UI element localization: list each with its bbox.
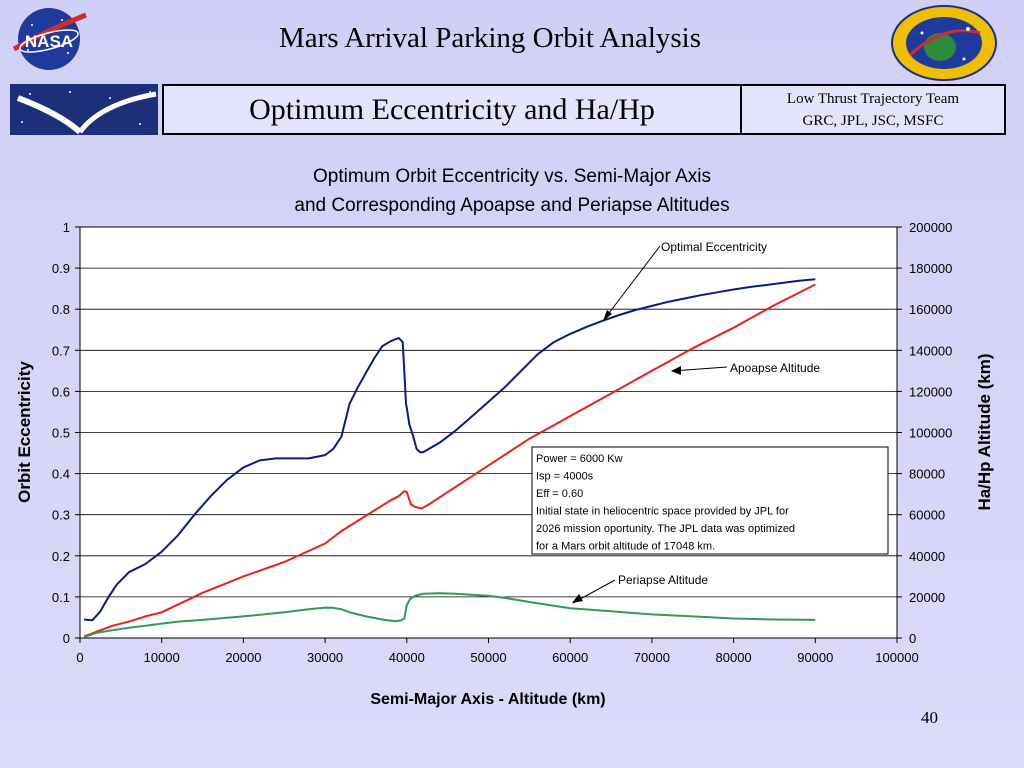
ecc-annotation-label: Optimal Eccentricity	[661, 240, 767, 254]
info-line: Eff = 0.60	[536, 488, 583, 500]
x-tick-label: 10000	[144, 650, 180, 665]
y-tick-label: 0.2	[52, 549, 70, 564]
y-tick-label: 0.6	[52, 384, 70, 399]
slide-subtitle: Optimum Eccentricity and Ha/Hp	[164, 86, 742, 133]
ecc-callout-arrow	[603, 310, 612, 321]
info-line: Power = 6000 Kw	[536, 453, 623, 465]
y2-tick-label: 100000	[909, 426, 952, 441]
apo-callout-arrow	[671, 366, 681, 375]
team-line-2: GRC, JPL, JSC, MSFC	[802, 112, 944, 129]
y2-tick-label: 60000	[909, 508, 945, 523]
y2-axis-label: Ha/Hp Altitude (km)	[975, 353, 994, 510]
info-box	[531, 446, 889, 555]
team-credit: Low Thrust Trajectory Team GRC, JPL, JSC…	[742, 86, 1004, 133]
y-tick-label: 0	[63, 631, 70, 646]
peri-annotation-label: Periapse Altitude	[618, 573, 708, 587]
svg-text:NASA: NASA	[25, 32, 73, 51]
y2-tick-label: 140000	[909, 343, 952, 358]
x-tick-label: 90000	[797, 650, 833, 665]
y2-tick-label: 200000	[909, 220, 952, 235]
x-tick-label: 20000	[225, 650, 261, 665]
y2-tick-label: 180000	[909, 261, 952, 276]
y2-tick-label: 80000	[909, 467, 945, 482]
x-tick-label: 80000	[716, 650, 752, 665]
y-axis-ticks: 0 0.1 0.2 0.3 0.4 0.5 0.6 0.7 0.8 0.9 1	[52, 220, 80, 646]
y2-tick-label: 160000	[909, 302, 952, 317]
ecc-callout-line	[602, 245, 661, 322]
x-tick-label: 100000	[875, 650, 918, 665]
y-axis-label: Orbit Eccentricity	[15, 361, 34, 503]
banner-image	[10, 84, 158, 135]
y-tick-label: 0.5	[52, 426, 70, 441]
info-box-text: Power = 6000 Kw Isp = 4000s Eff = 0.60 Init…	[536, 453, 795, 553]
x-tick-label: 60000	[552, 650, 588, 665]
chart-title-line-2: and Corresponding Apoapse and Periapse A…	[294, 195, 729, 216]
nasa-logo: NASA	[12, 8, 87, 70]
slide-title: Mars Arrival Parking Orbit Analysis	[278, 22, 702, 54]
apoapse-line	[83, 283, 816, 638]
info-line: Isp = 4000s	[536, 471, 594, 483]
series-lines	[83, 278, 816, 638]
info-line: for a Mars orbit altitude of 17048 km.	[536, 541, 715, 553]
x-axis-label: Semi-Major Axis - Altitude (km)	[370, 691, 605, 708]
x-tick-label: 0	[76, 650, 83, 665]
y-tick-label: 0.8	[52, 302, 70, 317]
apo-annotation-label: Apoapse Altitude	[730, 361, 820, 375]
y-tick-label: 0.1	[52, 590, 70, 605]
y2-tick-label: 40000	[909, 549, 945, 564]
info-line: 2026 mission oportunity. The JPL data wa…	[536, 523, 795, 535]
grid-lines	[80, 267, 897, 598]
y2-axis-ticks: 0 20000 40000 60000 80000 100000 120000 140000 1…	[897, 220, 952, 646]
page-number: 40	[921, 708, 938, 727]
y2-tick-label: 0	[909, 631, 916, 646]
y-tick-label: 1	[63, 220, 70, 235]
division-logo	[891, 5, 997, 81]
y-tick-label: 0.7	[52, 343, 70, 358]
eccentricity-chart: Optimum Orbit Eccentricity vs. Semi-Majo…	[15, 166, 994, 708]
y-tick-label: 0.9	[52, 261, 70, 276]
x-tick-label: 50000	[470, 650, 506, 665]
x-axis-ticks: 0 10000 20000 30000 40000 50000 60000 70000 8000…	[76, 638, 919, 665]
chart-title-line-1: Optimum Orbit Eccentricity vs. Semi-Majo…	[313, 166, 711, 187]
peri-callout-arrow	[572, 594, 583, 603]
y-tick-label: 0.3	[52, 508, 70, 523]
header-bar: Optimum Eccentricity and Ha/Hp Low Thrus…	[10, 84, 1006, 135]
header-box: Optimum Eccentricity and Ha/Hp Low Thrus…	[162, 84, 1006, 135]
y2-tick-label: 120000	[909, 384, 952, 399]
y2-tick-label: 20000	[909, 590, 945, 605]
x-tick-label: 40000	[389, 650, 425, 665]
x-tick-label: 70000	[634, 650, 670, 665]
periapse-line	[83, 592, 816, 638]
y-tick-label: 0.4	[52, 467, 70, 482]
team-line-1: Low Thrust Trajectory Team	[786, 90, 960, 107]
apo-callout-line	[671, 366, 728, 372]
eccentricity-line	[84, 278, 816, 622]
info-line: Initial state in heliocentric space prov…	[536, 506, 789, 518]
x-tick-label: 30000	[307, 650, 343, 665]
